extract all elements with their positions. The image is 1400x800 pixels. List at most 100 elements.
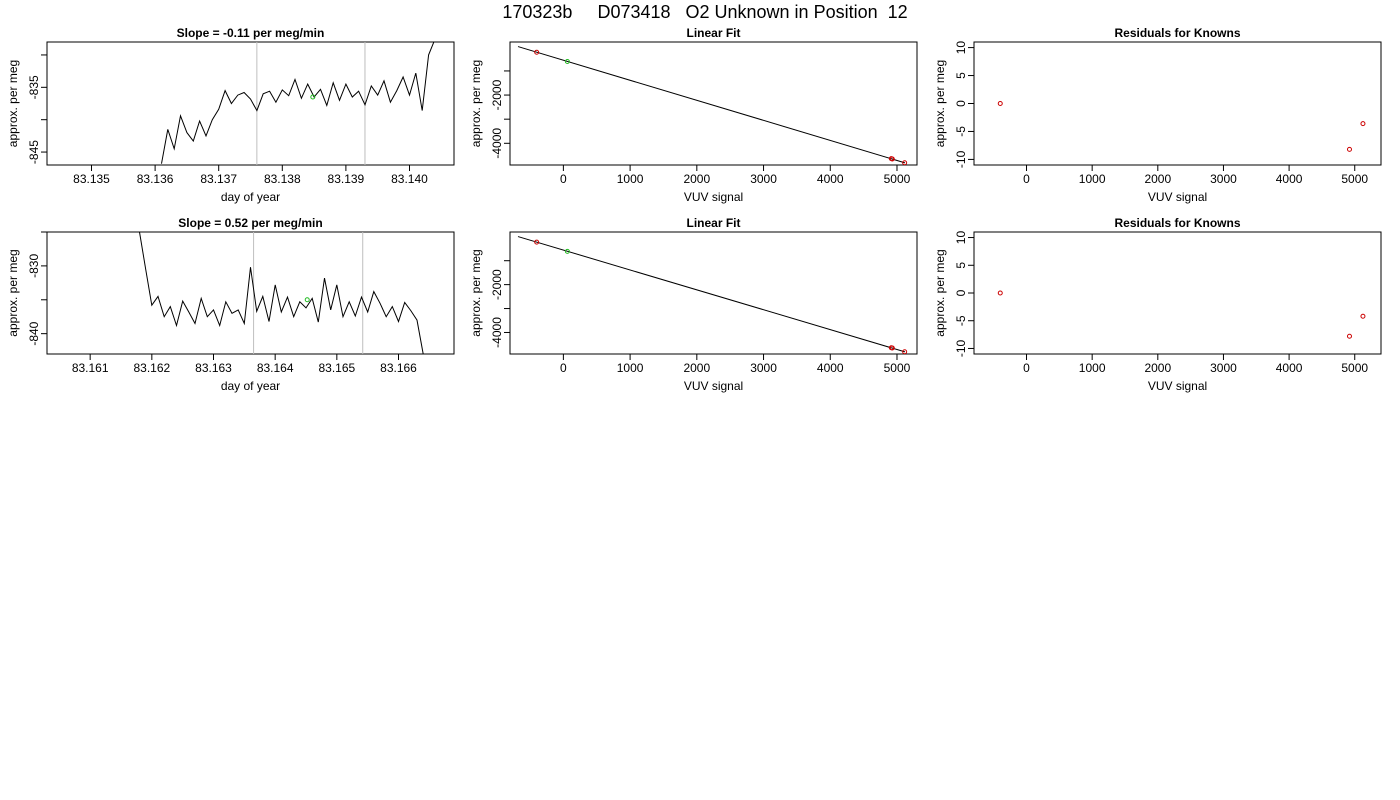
x-tick-label: 5000 (884, 172, 911, 186)
plot-frame (46, 231, 455, 355)
x-tick-label: 5000 (1341, 172, 1368, 186)
y-tick-label: 0 (954, 100, 968, 107)
known-point (997, 290, 1003, 296)
y-tick-label: -2000 (490, 79, 504, 110)
y-tick-label: 10 (954, 41, 968, 55)
y-tick-label: -4000 (490, 128, 504, 159)
x-axis-label: day of year (221, 379, 280, 393)
x-tick-label: 83.163 (195, 361, 232, 375)
y-tick-label: -5 (954, 126, 968, 137)
known-point (902, 160, 908, 165)
x-tick-label: 83.140 (391, 172, 428, 186)
plot-frame (973, 231, 1382, 355)
known-point (1360, 121, 1366, 127)
plot-frame (509, 41, 918, 166)
known-point (997, 101, 1003, 106)
x-tick-label: 83.164 (257, 361, 294, 375)
known-point (1346, 333, 1352, 339)
x-tick-label: 5000 (1341, 361, 1368, 375)
x-tick-label: 0 (560, 361, 567, 375)
x-axis-label: VUV signal (684, 379, 743, 393)
y-tick-label: -835 (27, 75, 41, 99)
y-tick-label: -5 (954, 315, 968, 326)
y-tick-label: -4000 (490, 317, 504, 348)
known-point (534, 239, 540, 245)
x-tick-label: 2000 (683, 172, 710, 186)
x-axis-label: day of year (221, 190, 280, 204)
y-axis-label: approx. per meg (933, 249, 947, 336)
chart-title: Residuals for Knowns (1114, 216, 1240, 230)
page-title: 170323b D073418 O2 Unknown in Position 1… (502, 2, 908, 22)
unknown-point (310, 94, 316, 100)
resid-bottom-chart: Residuals for Knowns 0 1000 2000 3000 4000 500… (933, 216, 1382, 393)
x-tick-label: 83.166 (380, 361, 417, 375)
known-point (902, 349, 908, 354)
x-tick-label: 3000 (750, 172, 777, 186)
known-point (534, 49, 540, 55)
plot-area (517, 46, 908, 165)
x-tick-label: 3000 (750, 361, 777, 375)
plot-area (997, 290, 1366, 339)
x-tick-label: 0 (1023, 361, 1030, 375)
y-tick-label: 0 (954, 289, 968, 296)
known-point (889, 345, 895, 351)
y-axis-label: approx. per meg (6, 60, 20, 147)
plot-area (517, 236, 908, 354)
x-tick-label: 2000 (683, 361, 710, 375)
chart-title: Slope = 0.52 per meg/min (178, 216, 322, 230)
x-tick-label: 83.138 (264, 172, 301, 186)
x-tick-label: 83.162 (133, 361, 170, 375)
unknown-point (564, 248, 570, 254)
x-tick-label: 83.137 (200, 172, 237, 186)
x-axis-label: VUV signal (1148, 190, 1207, 204)
unknown-point (564, 59, 570, 65)
plot-frame (973, 41, 1382, 166)
chart-title: Linear Fit (686, 26, 740, 40)
x-tick-label: 1000 (617, 172, 644, 186)
y-tick-label: -845 (27, 140, 41, 164)
x-tick-label: 4000 (817, 172, 844, 186)
y-tick-label: 5 (954, 72, 968, 79)
series-line (139, 232, 424, 354)
unknown-point (304, 297, 310, 303)
y-tick-label: -2000 (490, 269, 504, 300)
x-tick-label: 83.165 (318, 361, 355, 375)
plot-frame (509, 231, 918, 355)
x-tick-label: 4000 (817, 361, 844, 375)
resid-top-chart: Residuals for Knowns 0 1000 2000 3000 4000 500… (933, 26, 1382, 204)
y-axis-label: approx. per meg (933, 60, 947, 147)
y-tick-label: 5 (954, 262, 968, 269)
fit-line (517, 236, 906, 353)
known-point (1360, 313, 1366, 319)
fit-line (517, 46, 906, 164)
x-tick-label: 2000 (1144, 361, 1171, 375)
x-axis-label: VUV signal (1148, 379, 1207, 393)
x-tick-label: 83.161 (72, 361, 109, 375)
y-tick-label: 10 (954, 231, 968, 245)
x-tick-label: 83.136 (137, 172, 174, 186)
y-axis-label: approx. per meg (469, 249, 483, 336)
known-point (889, 156, 895, 162)
chart-title: Linear Fit (686, 216, 740, 230)
slope-top-chart: Slope = -0.11 per meg/min 83.135 83.136 83.… (6, 26, 455, 204)
chart-title: Residuals for Knowns (1114, 26, 1240, 40)
y-tick-label: -830 (27, 254, 41, 278)
x-tick-label: 83.139 (328, 172, 365, 186)
x-tick-label: 0 (560, 172, 567, 186)
x-tick-label: 2000 (1144, 172, 1171, 186)
slope-bottom-chart: Slope = 0.52 per meg/min 83.161 83.162 83.1… (6, 216, 455, 393)
x-tick-label: 3000 (1210, 172, 1237, 186)
x-tick-label: 4000 (1276, 361, 1303, 375)
chart-title: Slope = -0.11 per meg/min (177, 26, 325, 40)
known-point (1346, 146, 1352, 152)
plot-frame (46, 41, 455, 166)
plot-area (997, 101, 1366, 152)
fit-top-chart: Linear Fit 0 1000 2000 3000 4000 5000 -4000 -200… (469, 26, 918, 204)
x-tick-label: 83.135 (73, 172, 110, 186)
x-tick-label: 5000 (884, 361, 911, 375)
series-line (161, 42, 435, 164)
x-tick-label: 1000 (1079, 172, 1106, 186)
plot-area (161, 42, 435, 165)
fit-bottom-chart: Linear Fit 0 1000 2000 3000 4000 5000 -4000 -200… (469, 216, 918, 393)
x-tick-label: 0 (1023, 172, 1030, 186)
